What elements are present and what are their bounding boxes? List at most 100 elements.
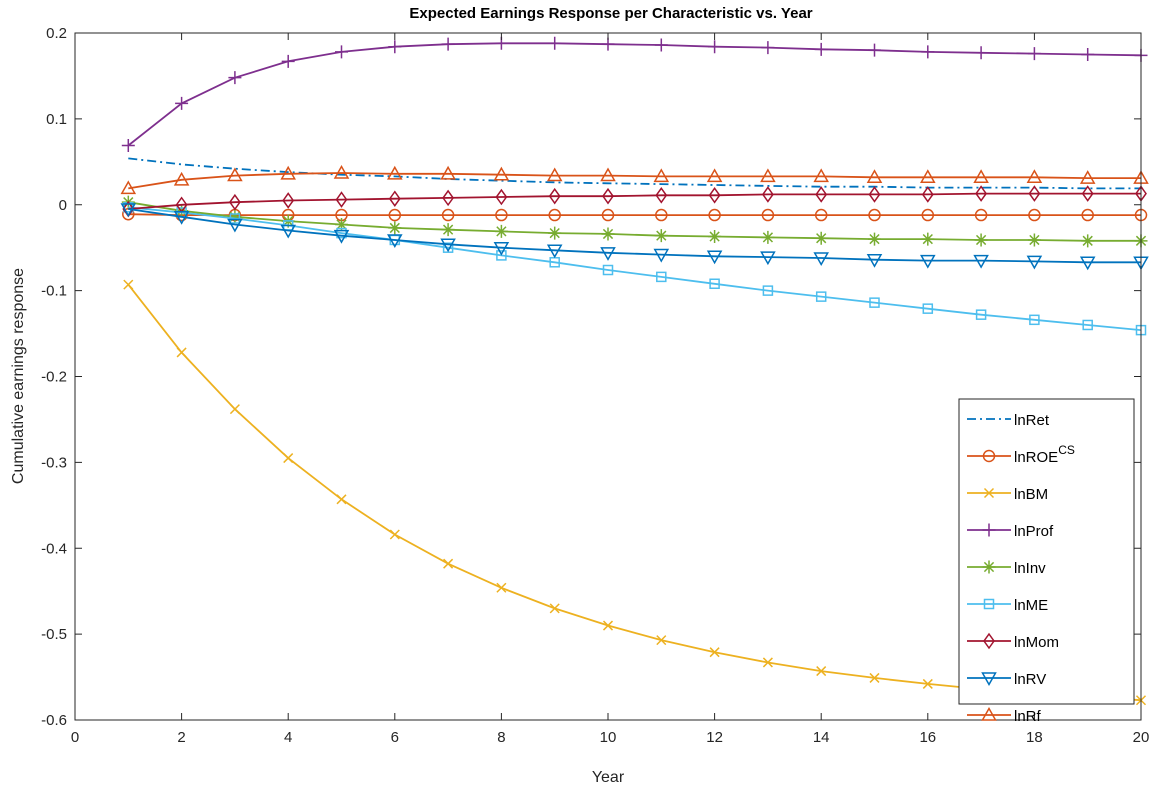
data-point-lnrv: [493, 241, 510, 256]
data-point-lnrf: [120, 180, 137, 195]
data-point-lnbm: [336, 494, 347, 505]
data-point-lnme: [815, 291, 827, 302]
x-tick-label: 14: [813, 729, 830, 746]
data-point-lnbm: [176, 347, 187, 358]
series-line-lnret: [128, 157, 1141, 190]
data-point-lnrv: [973, 254, 989, 269]
data-point-lnrf: [866, 169, 883, 184]
y-tick-label: 0.2: [46, 25, 67, 42]
data-point-lnrf: [706, 168, 723, 183]
data-point-lnroe: [655, 208, 668, 222]
data-point-lnbm: [922, 678, 933, 689]
legend-marker-lnmom: [983, 632, 995, 650]
data-point-lnrf: [173, 171, 190, 186]
data-point-lnmom: [868, 186, 881, 203]
data-point-lnme: [602, 264, 614, 276]
legend-item-lnret: lnRet: [967, 412, 1050, 429]
data-point-lnmom: [975, 185, 988, 202]
data-point-lnrf: [1026, 169, 1043, 184]
legend: lnRet lnROECS lnBM lnProf lnInv lnME lnMom lnRV…: [958, 398, 1135, 725]
data-point-lnmom: [495, 188, 508, 206]
data-point-lnprof: [1081, 47, 1095, 61]
legend-label-lnrv: lnRV: [1014, 671, 1046, 688]
data-point-lnrf: [227, 167, 243, 182]
x-tick-label: 18: [1026, 729, 1043, 746]
data-point-lninv: [1081, 234, 1095, 248]
data-point-lninv: [388, 221, 402, 235]
data-point-lnbm: [549, 603, 560, 614]
y-tick-label: -0.1: [41, 283, 67, 300]
data-point-lnmom: [815, 186, 828, 203]
series-lnmom: [122, 185, 1147, 218]
y-axis-label: Cumulative earnings response: [10, 268, 27, 484]
data-point-lnrv: [813, 252, 829, 267]
data-point-lnrf: [760, 168, 776, 183]
data-point-lnrv: [440, 238, 456, 253]
data-point-lnbm: [816, 666, 827, 677]
data-point-lninv: [761, 230, 775, 244]
series-line-lnprof: [127, 42, 1142, 147]
data-point-lnme: [229, 213, 241, 224]
data-point-lnprof: [175, 96, 189, 110]
data-point-lnbm: [496, 582, 507, 593]
legend-label-lnme: lnME: [1014, 597, 1048, 614]
data-point-lnmom: [602, 187, 614, 205]
x-tick-label: 8: [497, 729, 505, 746]
data-point-lnroe: [601, 208, 615, 222]
data-point-lnme: [869, 297, 880, 308]
x-tick-label: 16: [919, 729, 936, 746]
data-point-lnrf: [973, 169, 989, 184]
data-point-lninv: [601, 227, 615, 241]
legend-marker-lnroe: [982, 449, 996, 463]
data-point-lnrv: [333, 229, 350, 244]
data-point-lnrf: [1079, 170, 1096, 184]
data-point-lnme: [762, 285, 774, 296]
data-point-lnrv: [227, 218, 243, 233]
series-line-lnroe: [128, 213, 1141, 216]
x-tick-label: 20: [1133, 729, 1150, 746]
data-point-lnprof: [654, 38, 668, 52]
data-point-lnroe: [548, 208, 561, 222]
series-layer: [120, 36, 1149, 706]
data-point-lnme: [1082, 319, 1093, 331]
x-tick-label: 2: [177, 729, 185, 746]
data-point-lnmom: [388, 190, 401, 208]
series-lnprof: [121, 36, 1148, 152]
legend-item-lnrf: lnRf: [967, 706, 1042, 725]
data-point-lnbm: [869, 672, 880, 683]
data-point-lninv: [441, 223, 455, 237]
legend-box: [958, 398, 1135, 705]
series-lnrv: [120, 203, 1149, 271]
legend-label-lnrf: lnRf: [1014, 708, 1042, 725]
data-point-lnbm: [389, 529, 400, 540]
data-point-lnrf: [920, 169, 936, 184]
y-tick-label: -0.4: [41, 540, 67, 557]
data-point-lnmom: [708, 187, 721, 204]
y-tick-label: -0.5: [41, 626, 67, 643]
data-point-lninv: [548, 226, 562, 240]
data-point-lnrv: [760, 251, 776, 266]
x-tick-label: 4: [284, 729, 292, 746]
data-point-lnme: [922, 303, 934, 314]
legend-label-lnroe: lnROECS: [1014, 443, 1075, 466]
series-lnret: [128, 157, 1141, 190]
legend-item-lnrv: lnRV: [967, 671, 1046, 688]
data-point-lnprof: [281, 54, 295, 68]
data-point-lnrv: [120, 203, 137, 218]
data-point-lnrf: [440, 165, 456, 180]
legend-marker-lnrv: [981, 672, 997, 687]
data-point-lnprof: [761, 41, 775, 55]
y-tick-label: -0.6: [41, 712, 67, 729]
legend-marker-lninv: [982, 560, 996, 574]
data-point-lnme: [975, 309, 987, 320]
data-point-lnrf: [280, 165, 296, 180]
data-point-lnroe: [388, 208, 402, 222]
data-point-lnmom: [282, 192, 295, 209]
data-point-lnroe: [868, 208, 881, 222]
data-point-lnrv: [653, 248, 670, 263]
x-axis-label: Year: [592, 769, 625, 786]
data-point-lnmom: [655, 187, 668, 204]
x-tick-label: 10: [600, 729, 617, 746]
legend-marker-lnprof: [982, 523, 996, 537]
